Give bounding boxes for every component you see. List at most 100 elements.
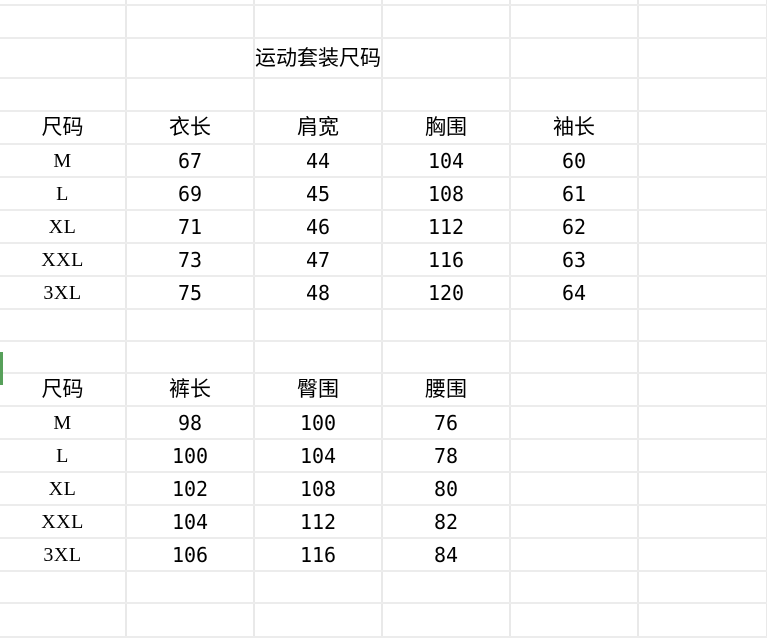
- cell-waist[interactable]: 78: [382, 439, 511, 473]
- cell[interactable]: [510, 603, 639, 638]
- cell-sleeve[interactable]: 60: [510, 144, 639, 178]
- cell[interactable]: [0, 603, 127, 638]
- cell[interactable]: [510, 439, 639, 473]
- cell[interactable]: [638, 144, 767, 178]
- cell[interactable]: [638, 406, 767, 440]
- cell[interactable]: [638, 309, 767, 342]
- cell[interactable]: [510, 538, 639, 572]
- cell[interactable]: [382, 603, 511, 638]
- cell-waist[interactable]: 76: [382, 406, 511, 440]
- cell[interactable]: [638, 276, 767, 310]
- column-header-shoulder[interactable]: 肩宽: [254, 111, 383, 145]
- cell-shoulder[interactable]: 44: [254, 144, 383, 178]
- column-header-inseam[interactable]: 裤长: [126, 373, 255, 407]
- cell-shoulder[interactable]: 47: [254, 243, 383, 277]
- cell-size[interactable]: XXL: [0, 505, 127, 539]
- cell[interactable]: [510, 341, 639, 374]
- cell[interactable]: [638, 472, 767, 506]
- cell-hip[interactable]: 104: [254, 439, 383, 473]
- cell-size[interactable]: M: [0, 406, 127, 440]
- cell-size[interactable]: M: [0, 144, 127, 178]
- cell-shoulder[interactable]: 46: [254, 210, 383, 244]
- cell-shoulder[interactable]: 45: [254, 177, 383, 211]
- cell-waist[interactable]: 82: [382, 505, 511, 539]
- cell[interactable]: [382, 5, 511, 39]
- cell[interactable]: [254, 341, 383, 374]
- cell[interactable]: [382, 78, 511, 112]
- cell[interactable]: [638, 0, 767, 6]
- column-header-hip[interactable]: 臀围: [254, 373, 383, 407]
- cell-bust[interactable]: 108: [382, 177, 511, 211]
- cell-size[interactable]: 3XL: [0, 538, 127, 572]
- cell-length[interactable]: 75: [126, 276, 255, 310]
- cell-sleeve[interactable]: 63: [510, 243, 639, 277]
- cell[interactable]: [638, 111, 767, 145]
- cell-inseam[interactable]: 98: [126, 406, 255, 440]
- cell-length[interactable]: 71: [126, 210, 255, 244]
- cell[interactable]: [126, 603, 255, 638]
- cell[interactable]: [510, 373, 639, 407]
- cell[interactable]: [126, 5, 255, 39]
- cell[interactable]: [638, 177, 767, 211]
- cell[interactable]: [0, 5, 127, 39]
- cell-length[interactable]: 73: [126, 243, 255, 277]
- cell[interactable]: [0, 78, 127, 112]
- cell[interactable]: [638, 5, 767, 39]
- cell[interactable]: [126, 341, 255, 374]
- column-header-bust[interactable]: 胸围: [382, 111, 511, 145]
- cell[interactable]: [638, 571, 767, 604]
- cell[interactable]: [638, 243, 767, 277]
- cell[interactable]: [126, 78, 255, 112]
- cell[interactable]: [638, 78, 767, 112]
- cell[interactable]: [638, 603, 767, 638]
- cell[interactable]: [638, 38, 767, 79]
- cell[interactable]: [254, 309, 383, 342]
- cell-bust[interactable]: 104: [382, 144, 511, 178]
- cell-length[interactable]: 67: [126, 144, 255, 178]
- cell[interactable]: [254, 5, 383, 39]
- cell[interactable]: [126, 309, 255, 342]
- cell-sleeve[interactable]: 62: [510, 210, 639, 244]
- cell[interactable]: [638, 538, 767, 572]
- cell-bust[interactable]: 116: [382, 243, 511, 277]
- cell[interactable]: [382, 571, 511, 604]
- cell[interactable]: [638, 210, 767, 244]
- cell[interactable]: [382, 309, 511, 342]
- cell-size[interactable]: 3XL: [0, 276, 127, 310]
- cell-hip[interactable]: 112: [254, 505, 383, 539]
- cell-bust[interactable]: 120: [382, 276, 511, 310]
- cell-bust[interactable]: 112: [382, 210, 511, 244]
- cell[interactable]: [254, 78, 383, 112]
- cell[interactable]: [0, 341, 127, 374]
- cell-length[interactable]: 69: [126, 177, 255, 211]
- cell[interactable]: [382, 341, 511, 374]
- document-title[interactable]: 运动套装尺码表: [254, 38, 383, 79]
- cell-inseam[interactable]: 102: [126, 472, 255, 506]
- cell[interactable]: [638, 341, 767, 374]
- cell[interactable]: [510, 5, 639, 39]
- cell-waist[interactable]: 80: [382, 472, 511, 506]
- cell-size[interactable]: XL: [0, 472, 127, 506]
- column-header-size[interactable]: 尺码: [0, 373, 127, 407]
- cell-waist[interactable]: 84: [382, 538, 511, 572]
- cell[interactable]: [510, 0, 639, 6]
- column-header-sleeve[interactable]: 袖长: [510, 111, 639, 145]
- cell[interactable]: [254, 603, 383, 638]
- cell-hip[interactable]: 116: [254, 538, 383, 572]
- cell[interactable]: [382, 0, 511, 6]
- cell[interactable]: [254, 0, 383, 6]
- cell-size[interactable]: XXL: [0, 243, 127, 277]
- cell[interactable]: [126, 571, 255, 604]
- cell[interactable]: [0, 309, 127, 342]
- cell[interactable]: [126, 0, 255, 6]
- cell[interactable]: [510, 571, 639, 604]
- cell[interactable]: [510, 406, 639, 440]
- cell-inseam[interactable]: 106: [126, 538, 255, 572]
- cell-size[interactable]: L: [0, 439, 127, 473]
- cell[interactable]: [0, 571, 127, 604]
- cell[interactable]: [638, 439, 767, 473]
- cell[interactable]: [254, 571, 383, 604]
- cell-inseam[interactable]: 104: [126, 505, 255, 539]
